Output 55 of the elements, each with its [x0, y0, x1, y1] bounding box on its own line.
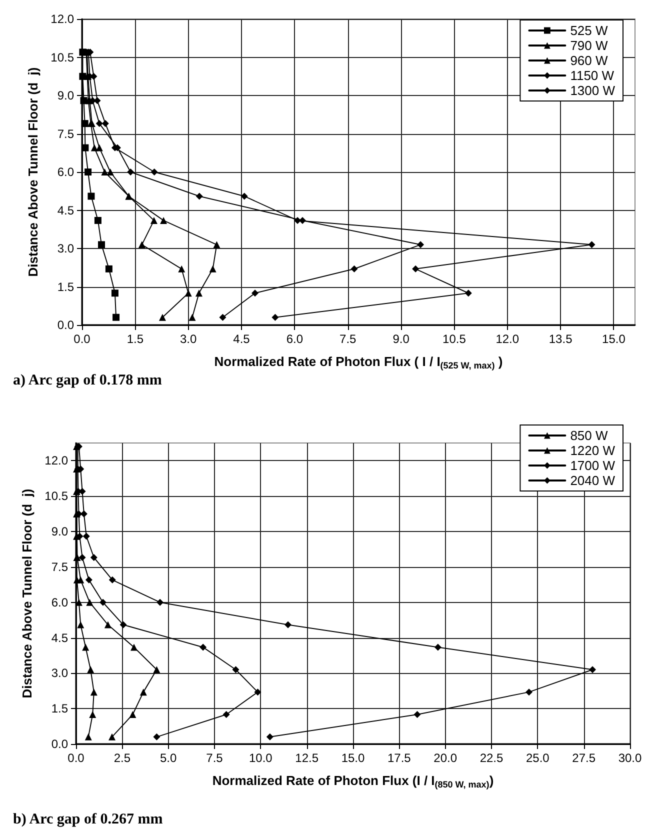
x-tick-label: 2.5 — [114, 751, 131, 765]
y-tick-label: 3.0 — [57, 242, 74, 256]
y-tick-label: 9.0 — [57, 88, 74, 102]
y-tick-label: 1.5 — [57, 280, 74, 294]
x-tick-label: 5.0 — [160, 751, 177, 765]
x-tick-label: 30.0 — [618, 751, 642, 765]
x-tick-label: 10.0 — [248, 751, 273, 765]
x-tick-label: 12.5 — [295, 751, 319, 765]
y-tick-label: 3.0 — [51, 666, 68, 680]
x-tick-label: 9.0 — [392, 332, 410, 346]
x-tick-label: 10.5 — [442, 332, 466, 346]
x-tick-label: 0.0 — [74, 332, 91, 346]
y-tick-label: 12.0 — [50, 12, 74, 26]
x-tick-label: 3.0 — [180, 332, 198, 346]
x-tick-label: 15.0 — [341, 751, 365, 765]
legend-label: 2040 W — [570, 473, 616, 488]
legend-label: 1700 W — [570, 458, 616, 473]
legend-label: 525 W — [570, 23, 608, 38]
legend-label: 850 W — [570, 428, 608, 443]
x-tick-label: 1.5 — [126, 332, 144, 346]
text: a) Arc gap of 0.178 mm — [13, 372, 162, 388]
x-tick-label: 15.0 — [602, 332, 626, 346]
y-tick-label: 6.0 — [51, 595, 68, 610]
x-tick-label: 0.0 — [68, 751, 85, 765]
legend-label: 960 W — [570, 53, 608, 68]
legend-label: 790 W — [570, 38, 608, 53]
y-tick-label: 1.5 — [51, 702, 68, 716]
y-tick-label: 10.5 — [50, 50, 74, 64]
x-tick-label: 13.5 — [548, 332, 573, 346]
y-axis-title: Distance Above Tunnel Floor (d j) — [26, 67, 41, 277]
legend-label: 1300 W — [570, 83, 616, 98]
y-tick-label: 10.5 — [44, 489, 68, 504]
y-tick-label: 7.5 — [57, 126, 74, 141]
x-tick-label: 25.0 — [526, 751, 550, 765]
x-tick-label: 27.5 — [572, 751, 596, 765]
y-tick-label: 12.0 — [44, 454, 68, 468]
x-tick-label: 20.0 — [434, 751, 458, 765]
legend-label: 1220 W — [570, 443, 616, 458]
y-tick-label: 4.5 — [51, 630, 68, 645]
x-tick-label: 12.0 — [496, 332, 520, 346]
y-tick-label: 4.5 — [57, 203, 74, 218]
y-tick-label: 6.0 — [57, 165, 74, 179]
x-tick-label: 17.5 — [387, 751, 412, 765]
y-axis-title: Distance Above Tunnel Floor (d j) — [20, 488, 35, 698]
y-tick-label: 7.5 — [51, 560, 68, 574]
x-tick-label: 22.5 — [480, 751, 504, 765]
x-tick-label: 6.0 — [286, 332, 304, 346]
legend-label: 1150 W — [570, 68, 615, 83]
x-tick-label: 4.5 — [233, 332, 250, 346]
y-tick-label: 0.0 — [51, 737, 68, 751]
text: b) Arc gap of 0.267 mm — [13, 812, 164, 828]
y-tick-label: 0.0 — [57, 318, 74, 332]
x-tick-label: 7.5 — [340, 332, 357, 346]
y-tick-label: 9.0 — [51, 524, 68, 539]
x-tick-label: 7.5 — [206, 751, 224, 765]
